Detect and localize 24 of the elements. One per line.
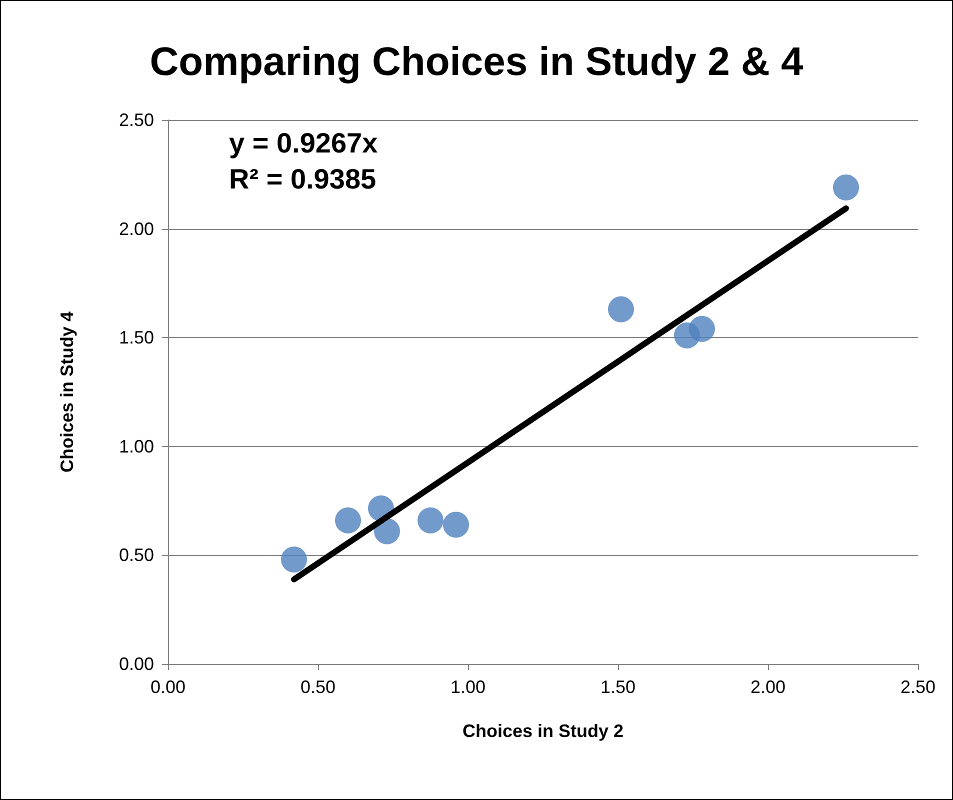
y-tick-label: 2.50	[118, 110, 154, 130]
point	[443, 512, 469, 538]
x-tick-label: 0.50	[300, 677, 336, 697]
y-tick-label: 2.00	[118, 218, 154, 239]
x-tick-label: 2.00	[750, 677, 786, 697]
point	[281, 546, 307, 573]
chart-title: Comparing Choices in Study 2 & 4	[150, 40, 804, 84]
point	[608, 296, 634, 322]
point	[833, 174, 859, 200]
x-tick-label: 1.50	[600, 677, 636, 697]
x-axis-title: Choices in Study 2	[462, 721, 624, 741]
point	[418, 507, 444, 534]
x-tick-label: 0.00	[150, 677, 186, 697]
y-tick-label: 0.00	[118, 654, 154, 674]
point	[689, 316, 715, 342]
x-tick-label: 1.00	[450, 677, 486, 697]
y-axis-title: Choices in Study 4	[57, 311, 77, 473]
point	[335, 507, 361, 534]
annotation: R² = 0.9385	[229, 164, 376, 194]
y-tick-label: 1.50	[118, 328, 154, 348]
y-tick-label: 0.50	[118, 545, 154, 566]
annotation: y = 0.9267x	[229, 128, 378, 158]
y-tick-label: 1.00	[118, 436, 154, 456]
x-tick-label: 2.50	[900, 677, 936, 697]
